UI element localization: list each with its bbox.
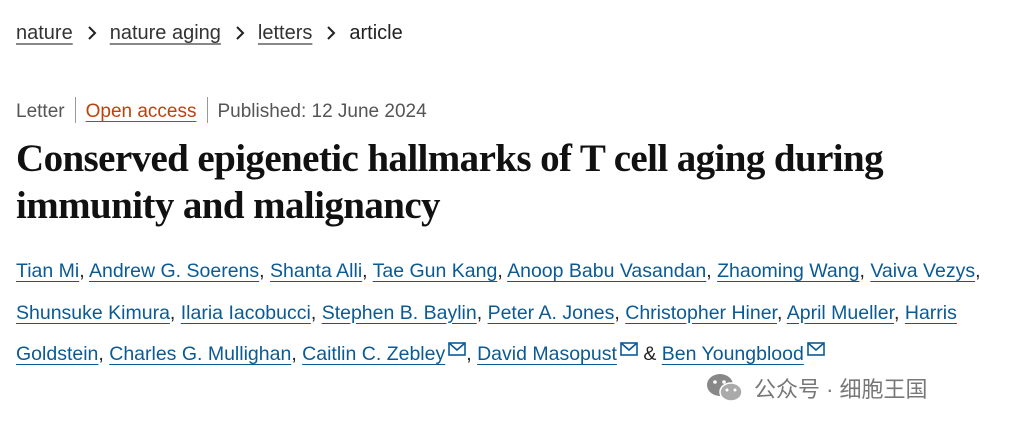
separator: ,	[310, 301, 317, 324]
author-link[interactable]: Harris Goldstein	[16, 301, 957, 366]
separator: ,	[497, 260, 503, 282]
breadcrumb-link[interactable]: letters	[257, 22, 313, 44]
wechat-icon	[707, 374, 743, 402]
divider	[74, 97, 76, 123]
separator: ,	[859, 260, 865, 282]
divider	[206, 97, 208, 123]
author-link[interactable]: Ilaria Iacobucci	[180, 301, 311, 324]
email-icon	[620, 342, 638, 356]
author-link[interactable]: Stephen B. Baylin	[321, 301, 477, 324]
author-link[interactable]: Shunsuke Kimura	[16, 301, 170, 324]
separator: ,	[291, 343, 297, 365]
author-link[interactable]: Shanta Alli	[270, 260, 363, 282]
author-link[interactable]: April Mueller	[786, 301, 895, 324]
author-link[interactable]: Ben Youngblood	[661, 343, 804, 365]
separator: ,	[776, 301, 783, 324]
separator: ,	[79, 260, 85, 282]
article-type: Letter	[16, 101, 65, 122]
separator: ,	[706, 260, 712, 282]
chevron	[236, 26, 245, 40]
author-link[interactable]: Charles G. Mullighan	[109, 343, 292, 365]
conjunction: &	[643, 343, 657, 365]
author-link[interactable]: Andrew G. Soerens	[88, 260, 260, 282]
breadcrumb: nature nature aging letters article	[16, 22, 403, 45]
breadcrumb-link[interactable]: nature aging	[109, 22, 221, 44]
separator: ,	[614, 301, 620, 324]
separator: ,	[975, 260, 981, 282]
author-link[interactable]: Christopher Hiner	[625, 301, 777, 324]
author-link[interactable]: Vaiva Vezys	[870, 260, 976, 282]
separator: ,	[362, 260, 368, 282]
separator: ,	[894, 301, 900, 324]
author-link[interactable]: Peter A. Jones	[487, 301, 615, 324]
chevron	[88, 26, 97, 40]
author-link[interactable]: Zhaoming Wang	[717, 260, 860, 282]
open-access-link[interactable]: Open access	[85, 101, 197, 122]
chevron	[327, 26, 336, 40]
watermark-text: 公众号 · 细胞王国	[754, 377, 928, 402]
author-list: Tian Mi, Andrew G. Soerens, Shanta Alli,…	[16, 251, 1001, 376]
separator: ,	[98, 343, 104, 365]
breadcrumb-current: article	[349, 22, 403, 44]
separator: ,	[259, 260, 265, 282]
author-link[interactable]: Tae Gun Kang	[372, 260, 498, 282]
separator: ,	[169, 301, 176, 324]
separator: ,	[476, 301, 483, 324]
email-icon	[448, 342, 467, 356]
article-meta: Letter Open access Published: 12 June 2024	[16, 97, 427, 123]
author-link[interactable]: Anoop Babu Vasandan	[507, 260, 707, 282]
breadcrumb-link[interactable]: nature	[16, 22, 73, 44]
article-title: Conserved epigenetic hallmarks of T cell…	[16, 137, 884, 227]
author-link[interactable]: David Masopust	[477, 343, 617, 365]
author-link[interactable]: Caitlin C. Zebley	[302, 343, 446, 365]
watermark: 公众号 · 细胞王国	[706, 372, 928, 404]
published-date: Published: 12 June 2024	[217, 101, 427, 122]
email-icon	[807, 342, 825, 356]
separator: ,	[466, 343, 472, 365]
author-link[interactable]: Tian Mi	[16, 260, 80, 282]
